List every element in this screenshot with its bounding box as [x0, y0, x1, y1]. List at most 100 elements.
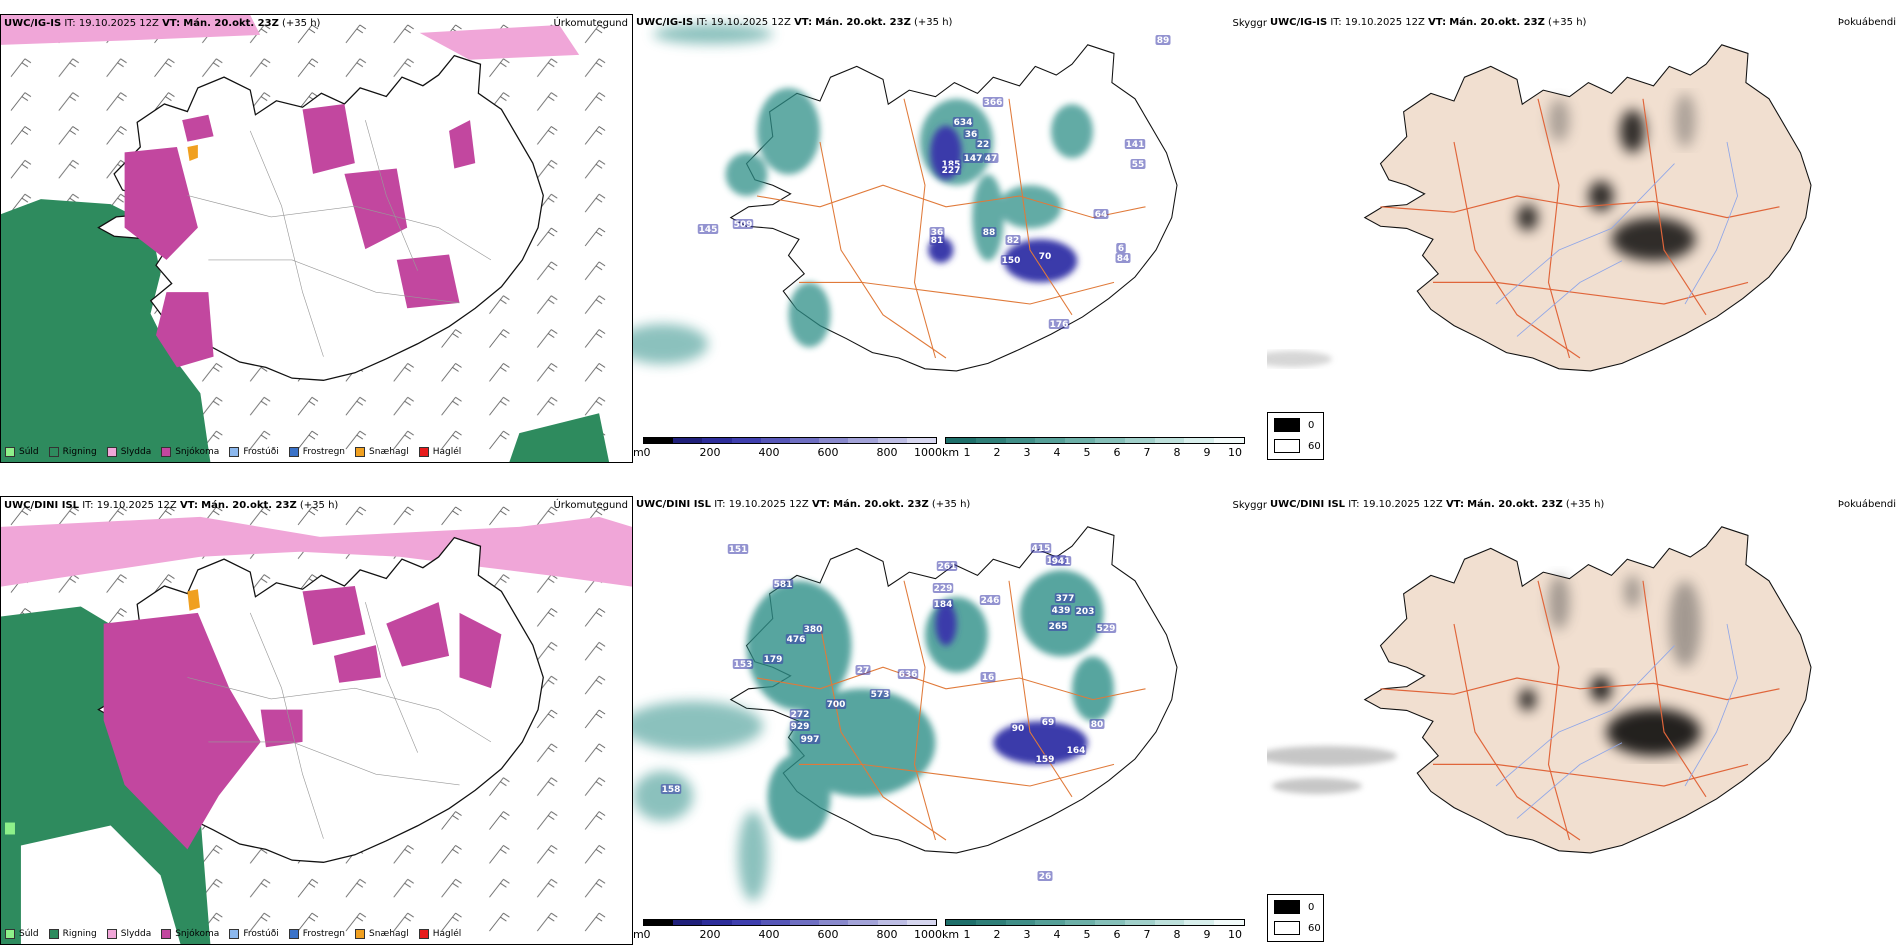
ceiling-visibility-panel-ig: UWC/IG-IS IT: 19.10.2025 12Z VT: Mán. 20…	[633, 14, 1267, 463]
ceiling-value-label: 476	[785, 634, 807, 645]
svg-text:636: 636	[899, 670, 918, 680]
panel-parameter: Skyggni	[1232, 18, 1267, 29]
legend-item: Slydda	[106, 929, 151, 939]
svg-text:179: 179	[764, 655, 783, 665]
legend-swatch-sleet	[106, 447, 117, 457]
ceiling-value-label: 158	[660, 784, 682, 795]
ceiling-value-label: 47	[983, 153, 999, 164]
svg-text:272: 272	[791, 710, 810, 720]
ceiling-value-label: 246	[979, 595, 1001, 606]
legend-swatch-freezing-drizzle	[229, 929, 240, 939]
svg-text:184: 184	[934, 600, 953, 610]
svg-text:36: 36	[931, 228, 944, 238]
legend-item: Rigning	[48, 929, 97, 939]
panel-title: UWC/IG-IS IT: 19.10.2025 12Z VT: Mán. 20…	[4, 18, 321, 29]
fog-indicator-map	[1267, 44, 1812, 372]
svg-text:265: 265	[1049, 622, 1068, 632]
svg-text:22: 22	[977, 140, 990, 150]
ceiling-value-label: 69	[1040, 717, 1056, 728]
visibility-colorbar-bar	[945, 919, 1245, 926]
svg-text:69: 69	[1042, 718, 1055, 728]
ceiling-value-label: 90	[1010, 723, 1026, 734]
svg-text:246: 246	[981, 596, 1000, 606]
svg-text:151: 151	[729, 545, 748, 555]
legend-swatch-sleet	[106, 929, 117, 939]
svg-text:55: 55	[1132, 160, 1145, 170]
svg-text:81: 81	[931, 236, 944, 246]
ceiling-value-label: 27	[855, 665, 871, 676]
legend-swatch-rain	[48, 447, 59, 457]
svg-text:27: 27	[857, 666, 870, 676]
legend-item: Frostregn	[288, 447, 345, 457]
ceiling-value-label: 164	[1065, 745, 1087, 756]
panel-title: UWC/IG-IS IT: 19.10.2025 12Z VT: Mán. 20…	[1270, 17, 1587, 28]
legend-swatch-graupel	[355, 929, 366, 939]
svg-text:509: 509	[734, 220, 753, 230]
svg-text:941: 941	[1052, 557, 1071, 567]
legend-swatch-freezing-rain	[288, 447, 299, 457]
fog-legend-item: 60	[1274, 439, 1321, 453]
fog-legend-item: 60	[1274, 921, 1321, 935]
svg-text:203: 203	[1076, 607, 1095, 617]
ceiling-value-label: 80	[1089, 719, 1105, 730]
ceiling-value-label: 55	[1130, 159, 1146, 170]
svg-text:529: 529	[1097, 624, 1116, 634]
ceiling-value-label: 573	[869, 689, 891, 700]
ceiling-value-label: 88	[981, 227, 997, 238]
svg-text:380: 380	[804, 625, 823, 635]
ceiling-value-label: 26	[1037, 871, 1053, 882]
svg-text:700: 700	[827, 700, 846, 710]
svg-text:84: 84	[1117, 254, 1130, 264]
ceiling-unit: m	[633, 928, 644, 941]
ceiling-visibility-panel-dini: UWC/DINI ISL IT: 19.10.2025 12Z VT: Mán.…	[633, 496, 1267, 945]
ceiling-value-label: 151	[727, 544, 749, 555]
fog-swatch-white	[1274, 439, 1300, 453]
legend-swatch-drizzle	[5, 447, 15, 457]
precip-type-legend: Súld Rigning Slydda Snjókoma Frostúði Fr…	[5, 929, 461, 939]
ceiling-value-label: 203	[1074, 606, 1096, 617]
svg-text:229: 229	[934, 584, 953, 594]
svg-text:439: 439	[1052, 606, 1071, 616]
ceiling-unit: m	[633, 446, 644, 459]
legend-item: Rigning	[48, 447, 97, 457]
ceiling-value-label: 81	[929, 235, 945, 246]
ceiling-colorbar: m 0 200 400 600 800 1000	[633, 919, 942, 941]
ceiling-value-label: 70	[1037, 251, 1053, 262]
panel-parameter: Úrkomutegund	[553, 500, 628, 511]
ceiling-colorbar-bar	[643, 437, 937, 444]
ceiling-value-label: 36	[963, 129, 979, 140]
fog-legend-item: 0	[1274, 900, 1314, 914]
svg-text:176: 176	[1050, 320, 1069, 330]
svg-text:227: 227	[942, 166, 961, 176]
ceiling-value-label: 6	[1116, 243, 1126, 254]
legend-swatch-freezing-rain	[288, 929, 299, 939]
legend-item: Snæhagl	[355, 447, 409, 457]
panel-title: UWC/DINI ISL IT: 19.10.2025 12Z VT: Mán.…	[4, 500, 339, 511]
svg-text:88: 88	[983, 228, 996, 238]
legend-item: Haglél	[418, 447, 461, 457]
svg-text:997: 997	[801, 735, 820, 745]
precip-type-map	[1, 497, 632, 944]
ceiling-value-label: 64	[1093, 209, 1109, 220]
fog-swatch-black	[1274, 900, 1300, 914]
svg-text:581: 581	[774, 580, 793, 590]
svg-text:141: 141	[1126, 140, 1145, 150]
legend-item: Snæhagl	[355, 929, 409, 939]
svg-text:476: 476	[787, 635, 806, 645]
svg-text:634: 634	[954, 118, 973, 128]
ceiling-visibility-map: 8936663436224718514722755145509368188821…	[633, 24, 1178, 372]
ceiling-value-label: 415	[1030, 543, 1052, 554]
ceiling-value-label: 380	[802, 624, 824, 635]
ceiling-value-label: 581	[772, 579, 794, 590]
ceiling-value-label: 700	[825, 699, 847, 710]
legend-item: Haglél	[418, 929, 461, 939]
svg-text:89: 89	[1157, 36, 1170, 46]
ceiling-value-label: 997	[799, 734, 821, 745]
visibility-colorbar-bar	[945, 437, 1245, 444]
svg-text:159: 159	[1036, 755, 1055, 765]
fog-swatch-white	[1274, 921, 1300, 935]
ceiling-value-label: 150	[1000, 255, 1022, 266]
ceiling-value-label: 377	[1054, 593, 1076, 604]
legend-swatch-snow	[161, 447, 172, 457]
